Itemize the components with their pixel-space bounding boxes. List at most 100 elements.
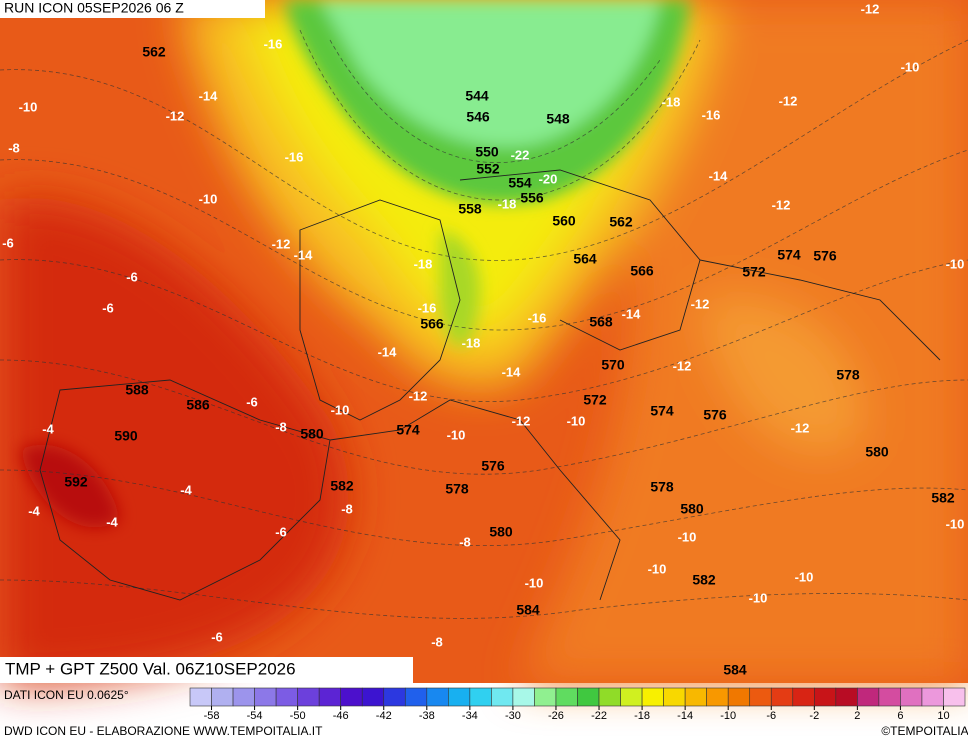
temperature-label: -18 [662, 94, 681, 109]
header-box [0, 0, 265, 18]
run-label: RUN ICON 05SEP2026 06 Z [4, 0, 184, 16]
geopotential-label: 566 [630, 263, 654, 279]
temperature-label: -12 [166, 108, 185, 123]
geopotential-label: 580 [680, 501, 704, 517]
geopotential-label: 554 [508, 175, 532, 191]
colorbar-swatch [211, 687, 234, 707]
geopotential-label: 550 [475, 144, 499, 160]
temperature-label: -4 [42, 421, 54, 436]
data-source: DATI ICON EU 0.0625° [4, 688, 129, 702]
title-box [0, 657, 413, 683]
colorbar-swatch [749, 687, 772, 707]
geopotential-label: 574 [777, 247, 801, 263]
colorbar-swatch [706, 687, 729, 707]
geopotential-label: 558 [458, 201, 482, 217]
colorbar-tick-label: 2 [854, 710, 860, 722]
credits: DWD ICON EU - ELABORAZIONE WWW.TEMPOITAL… [4, 724, 323, 738]
colorbar-swatch [727, 687, 751, 707]
geopotential-label: 552 [476, 161, 500, 177]
temperature-label: -12 [691, 296, 710, 311]
colorbar-swatch [448, 687, 471, 707]
geopotential-label: 592 [64, 474, 88, 490]
temperature-label: -10 [901, 59, 920, 74]
colorbar-swatch [297, 687, 320, 707]
geopotential-label: 578 [836, 367, 860, 383]
colorbar-swatch [318, 687, 341, 707]
temperature-label: -4 [28, 503, 40, 518]
temperature-label: -6 [2, 235, 14, 250]
temperature-label: -10 [946, 256, 965, 271]
temperature-label: -10 [199, 191, 218, 206]
temperature-label: -12 [791, 420, 810, 435]
geopotential-label: 564 [573, 251, 597, 267]
geopotential-label: 546 [466, 109, 490, 125]
temperature-label: -12 [409, 388, 428, 403]
colorbar-swatch [254, 687, 277, 707]
geopotential-label: 544 [465, 88, 489, 104]
colorbar-tick-label: -54 [247, 710, 263, 722]
colorbar-tick-label: -10 [720, 710, 736, 722]
temperature-label: -16 [285, 149, 304, 164]
colorbar-swatch [426, 687, 449, 707]
colorbar-swatch [577, 687, 600, 707]
colorbar-swatch [770, 687, 794, 707]
geopotential-label: 580 [300, 426, 324, 442]
colorbar-swatch [598, 687, 621, 707]
colorbar-tick-label: -46 [333, 710, 349, 722]
colorbar-swatch [641, 687, 664, 707]
geopotential-label: 576 [481, 458, 505, 474]
temperature-label: -6 [211, 629, 223, 644]
colorbar-swatch [792, 687, 815, 707]
temperature-label: -10 [648, 561, 667, 576]
colorbar-swatch [663, 687, 686, 707]
colorbar-swatch [684, 687, 707, 707]
geopotential-label: 584 [723, 662, 747, 678]
temperature-label: -10 [447, 427, 466, 442]
colorbar-tick-label: -30 [505, 710, 521, 722]
temperature-label: -18 [498, 196, 517, 211]
brand: ©TEMPOITALIA [881, 724, 968, 738]
colorbar-tick-label: -38 [419, 710, 435, 722]
colorbar-tick-label: 10 [937, 710, 949, 722]
geopotential-label: 574 [650, 403, 674, 419]
temperature-label: -6 [246, 394, 258, 409]
temperature-label: -14 [709, 168, 729, 183]
temperature-label: -6 [275, 524, 287, 539]
colorbar-swatch [814, 687, 837, 707]
temperature-label: -6 [102, 300, 114, 315]
temperature-label: -12 [772, 197, 791, 212]
colorbar-swatch [835, 687, 858, 707]
colorbar-swatch [512, 687, 535, 707]
geopotential-label: 576 [813, 248, 837, 264]
temperature-label: -18 [462, 335, 481, 350]
geopotential-label: 586 [186, 397, 210, 413]
temperature-label: -16 [702, 107, 721, 122]
temperature-label: -22 [511, 147, 530, 162]
geopotential-label: 570 [601, 357, 625, 373]
geopotential-label: 572 [583, 392, 607, 408]
temperature-label: -10 [678, 529, 697, 544]
colorbar-swatch [555, 687, 578, 707]
colorbar-swatch [189, 687, 212, 707]
colorbar-tick-label: -26 [548, 710, 564, 722]
colorbar-tick-label: -14 [677, 710, 693, 722]
geopotential-label: 560 [552, 213, 576, 229]
temperature-label: -14 [378, 344, 398, 359]
geopotential-label: 584 [516, 602, 540, 618]
temperature-label: -14 [294, 247, 314, 262]
colorbar-tick-label: -18 [634, 710, 650, 722]
colorbar-tick-label: -2 [809, 710, 819, 722]
temperature-label: -12 [673, 358, 692, 373]
geopotential-label: 556 [520, 190, 544, 206]
geopotential-label: 578 [650, 479, 674, 495]
colorbar-tick-label: -34 [462, 710, 478, 722]
geopotential-label: 566 [420, 316, 444, 332]
temperature-label: -18 [414, 256, 433, 271]
temperature-label: -16 [528, 310, 547, 325]
map-background [0, 0, 968, 684]
colorbar-swatch [620, 687, 643, 707]
temperature-label: -10 [567, 413, 586, 428]
geopotential-label: 574 [396, 422, 420, 438]
colorbar-swatch [232, 687, 255, 707]
